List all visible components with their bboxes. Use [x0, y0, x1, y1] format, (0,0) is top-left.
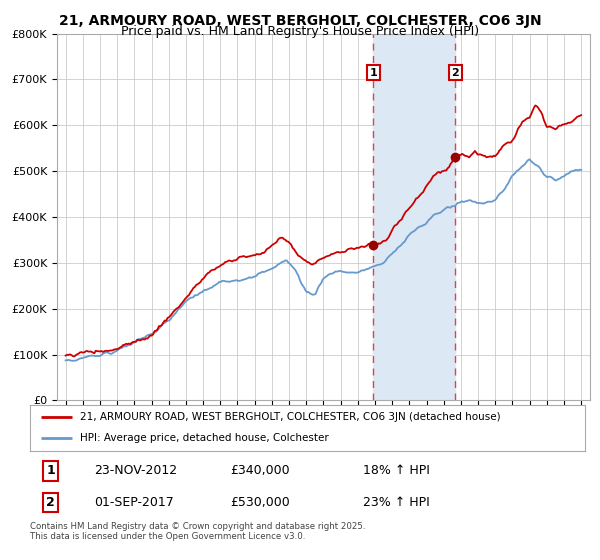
Text: 21, ARMOURY ROAD, WEST BERGHOLT, COLCHESTER, CO6 3JN (detached house): 21, ARMOURY ROAD, WEST BERGHOLT, COLCHES… [80, 412, 500, 422]
Text: Contains HM Land Registry data © Crown copyright and database right 2025.
This d: Contains HM Land Registry data © Crown c… [30, 522, 365, 542]
Text: 01-SEP-2017: 01-SEP-2017 [94, 496, 173, 509]
Text: £340,000: £340,000 [230, 464, 289, 478]
Text: 18% ↑ HPI: 18% ↑ HPI [363, 464, 430, 478]
Text: HPI: Average price, detached house, Colchester: HPI: Average price, detached house, Colc… [80, 433, 329, 444]
Text: 23-NOV-2012: 23-NOV-2012 [94, 464, 177, 478]
Text: £530,000: £530,000 [230, 496, 290, 509]
Text: 23% ↑ HPI: 23% ↑ HPI [363, 496, 430, 509]
Text: 21, ARMOURY ROAD, WEST BERGHOLT, COLCHESTER, CO6 3JN: 21, ARMOURY ROAD, WEST BERGHOLT, COLCHES… [59, 14, 541, 28]
Text: 2: 2 [451, 68, 459, 78]
Text: 1: 1 [370, 68, 377, 78]
Bar [373, 34, 455, 400]
Text: Price paid vs. HM Land Registry's House Price Index (HPI): Price paid vs. HM Land Registry's House … [121, 25, 479, 38]
Text: 1: 1 [46, 464, 55, 478]
Text: 2: 2 [46, 496, 55, 509]
